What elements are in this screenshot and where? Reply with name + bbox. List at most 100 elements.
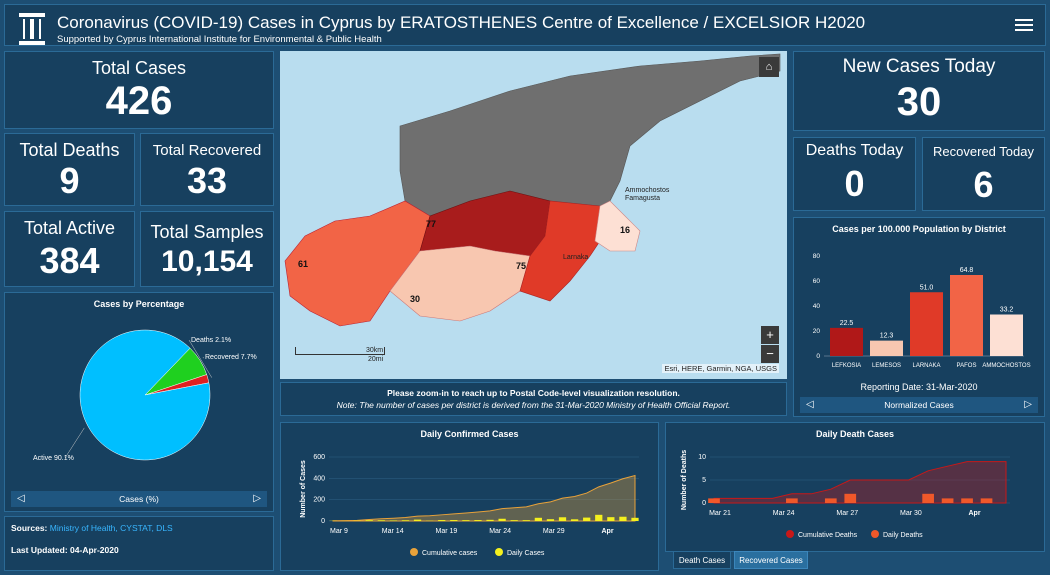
daily-bar: [510, 520, 518, 521]
prev-arrow-icon[interactable]: ◁: [806, 399, 814, 410]
x-tick: Mar 24: [773, 510, 795, 517]
y-tick: 600: [313, 454, 325, 461]
pie-chart: Deaths 2.1% Recovered 7.7% Active 90.1%: [33, 329, 257, 462]
bar-y-tick: 0: [816, 353, 820, 360]
legend-marker: [410, 548, 418, 556]
bar-category-label: LARNAKA: [912, 363, 940, 369]
zoom-out-icon[interactable]: −: [761, 345, 779, 363]
daily-bar: [980, 498, 993, 503]
daily-death-chart: 0 5 10 Number of Deaths Mar 21 Mar 24 Mar 27 Ma…: [681, 450, 1010, 539]
district-bar: [830, 327, 863, 356]
x-tick: Mar 24: [489, 528, 511, 535]
next-arrow-icon[interactable]: ▷: [253, 493, 261, 504]
daily-bar: [844, 493, 857, 503]
daily-bar: [377, 520, 385, 521]
last-updated: Last Updated: 04-Apr-2020: [11, 545, 119, 555]
daily-bar: [786, 498, 798, 503]
total-recovered-value: 33: [186, 160, 228, 201]
y-axis-label: Number of Cases: [300, 460, 307, 518]
daily-bar: [486, 519, 494, 521]
pie-slice: [79, 329, 211, 461]
deaths-today-value: 0: [844, 163, 865, 204]
reporting-date: Reporting Date: 31-Mar-2020: [860, 382, 978, 392]
daily-bar: [401, 520, 410, 521]
pie-slice-label: Recovered 7.7%: [205, 354, 257, 361]
bar-y-tick: 80: [813, 253, 821, 260]
daily-bar: [534, 517, 542, 521]
tab-death-cases[interactable]: Death Cases: [673, 551, 731, 569]
daily-bar: [389, 520, 398, 521]
district-bar-chart: 0 20 40 60 80 22.5 LEFKOSIA 12.3 LEMESOS 51.0 LARN…: [813, 253, 1031, 369]
daily-bar: [474, 520, 482, 521]
cumulative-area: [332, 474, 636, 522]
daily-bar: [570, 519, 579, 521]
new-cases-today-value: 30: [896, 80, 942, 124]
bar-y-tick: 60: [813, 278, 821, 285]
legend-label: Daily Deaths: [883, 532, 923, 539]
deaths-today-label: Deaths Today: [805, 142, 904, 159]
sources-links[interactable]: Ministry of Health, CYSTAT, DLS: [49, 523, 173, 533]
legend-marker: [495, 548, 503, 556]
home-icon[interactable]: ⌂: [759, 57, 779, 77]
daily-confirmed-panel: Daily Confirmed Cases 0 200 400 600 Number o…: [280, 422, 659, 571]
pie-title: Cases by Percentage: [93, 299, 185, 309]
daily-bar: [522, 520, 530, 521]
daily-bar: [708, 498, 720, 503]
map-label-ammochostos-value: 16: [620, 225, 631, 235]
y-tick: 10: [698, 454, 706, 461]
page-subtitle: Supported by Cyprus International Instit…: [57, 34, 382, 45]
tab-recovered-cases[interactable]: Recovered Cases: [734, 551, 808, 569]
page-title: Coronavirus (COVID-19) Cases in Cyprus b…: [57, 13, 866, 32]
sources-label: Sources:: [11, 523, 48, 533]
total-samples-label: Total Samples: [150, 222, 264, 242]
pie-leader-line: [64, 427, 85, 459]
daily-death-title: Daily Death Cases: [815, 429, 895, 439]
pie-nav: ◁ Cases (%) ▷: [11, 491, 267, 507]
total-active-value: 384: [39, 240, 100, 281]
recovered-today-card: Recovered Today 6: [922, 137, 1045, 211]
next-arrow-icon[interactable]: ▷: [1024, 399, 1032, 410]
zoom-in-icon[interactable]: +: [761, 326, 779, 344]
total-deaths-label: Total Deaths: [19, 140, 120, 160]
map-label-larnaka: Larnaka: [563, 254, 589, 261]
daily-bar: [498, 518, 506, 521]
x-tick: Mar 21: [709, 510, 731, 517]
map-label-pafos: 61: [298, 259, 309, 269]
total-active-card: Total Active 384: [4, 211, 135, 287]
pie-leader-line: [188, 339, 212, 378]
y-tick: 400: [313, 475, 325, 482]
y-tick: 0: [321, 518, 325, 525]
bar-value-label: 33.2: [1000, 307, 1014, 314]
x-tick: Apr: [601, 528, 613, 535]
bar-value-label: 51.0: [920, 284, 934, 291]
map-label-famagusta: Famagusta: [625, 195, 661, 202]
map-canvas: [280, 51, 787, 379]
daily-bar: [450, 520, 458, 521]
map-label-lemesos: 30: [410, 294, 421, 304]
y-tick: 200: [313, 497, 325, 504]
menu-icon[interactable]: [1015, 19, 1033, 33]
total-samples-card: Total Samples 10,154: [140, 211, 274, 287]
district-bar: [990, 314, 1023, 356]
daily-bar: [595, 514, 603, 521]
prev-arrow-icon[interactable]: ◁: [17, 493, 25, 504]
bar-nav: ◁ Normalized Cases ▷: [800, 397, 1038, 413]
legend-marker: [871, 530, 879, 538]
total-recovered-label: Total Recovered: [152, 142, 262, 159]
map-view[interactable]: 77 75 61 30 16 Ammochostos Famagusta Lar…: [280, 51, 787, 379]
total-active-label: Total Active: [23, 218, 116, 238]
x-tick: Mar 29: [543, 528, 565, 535]
legend-label: Daily Cases: [507, 550, 545, 557]
bar-value-label: 64.8: [960, 267, 974, 274]
district-bar-panel: Cases per 100.000 Population by District…: [793, 217, 1045, 417]
pie-nav-label: Cases (%): [119, 494, 159, 504]
y-axis-label: Number of Deaths: [681, 450, 688, 510]
total-cases-card: Total Cases 426: [4, 51, 274, 129]
legend-marker: [786, 530, 794, 538]
total-deaths-card: Total Deaths 9: [4, 133, 135, 206]
scale-km: 30km: [366, 347, 384, 354]
pie-chart-panel: Cases by Percentage Deaths 2.1% Recovered…: [4, 292, 274, 512]
sources-panel: Sources: Ministry of Health, CYSTAT, DLS…: [4, 516, 274, 571]
x-tick: Mar 30: [900, 510, 922, 517]
daily-bar: [558, 517, 567, 521]
